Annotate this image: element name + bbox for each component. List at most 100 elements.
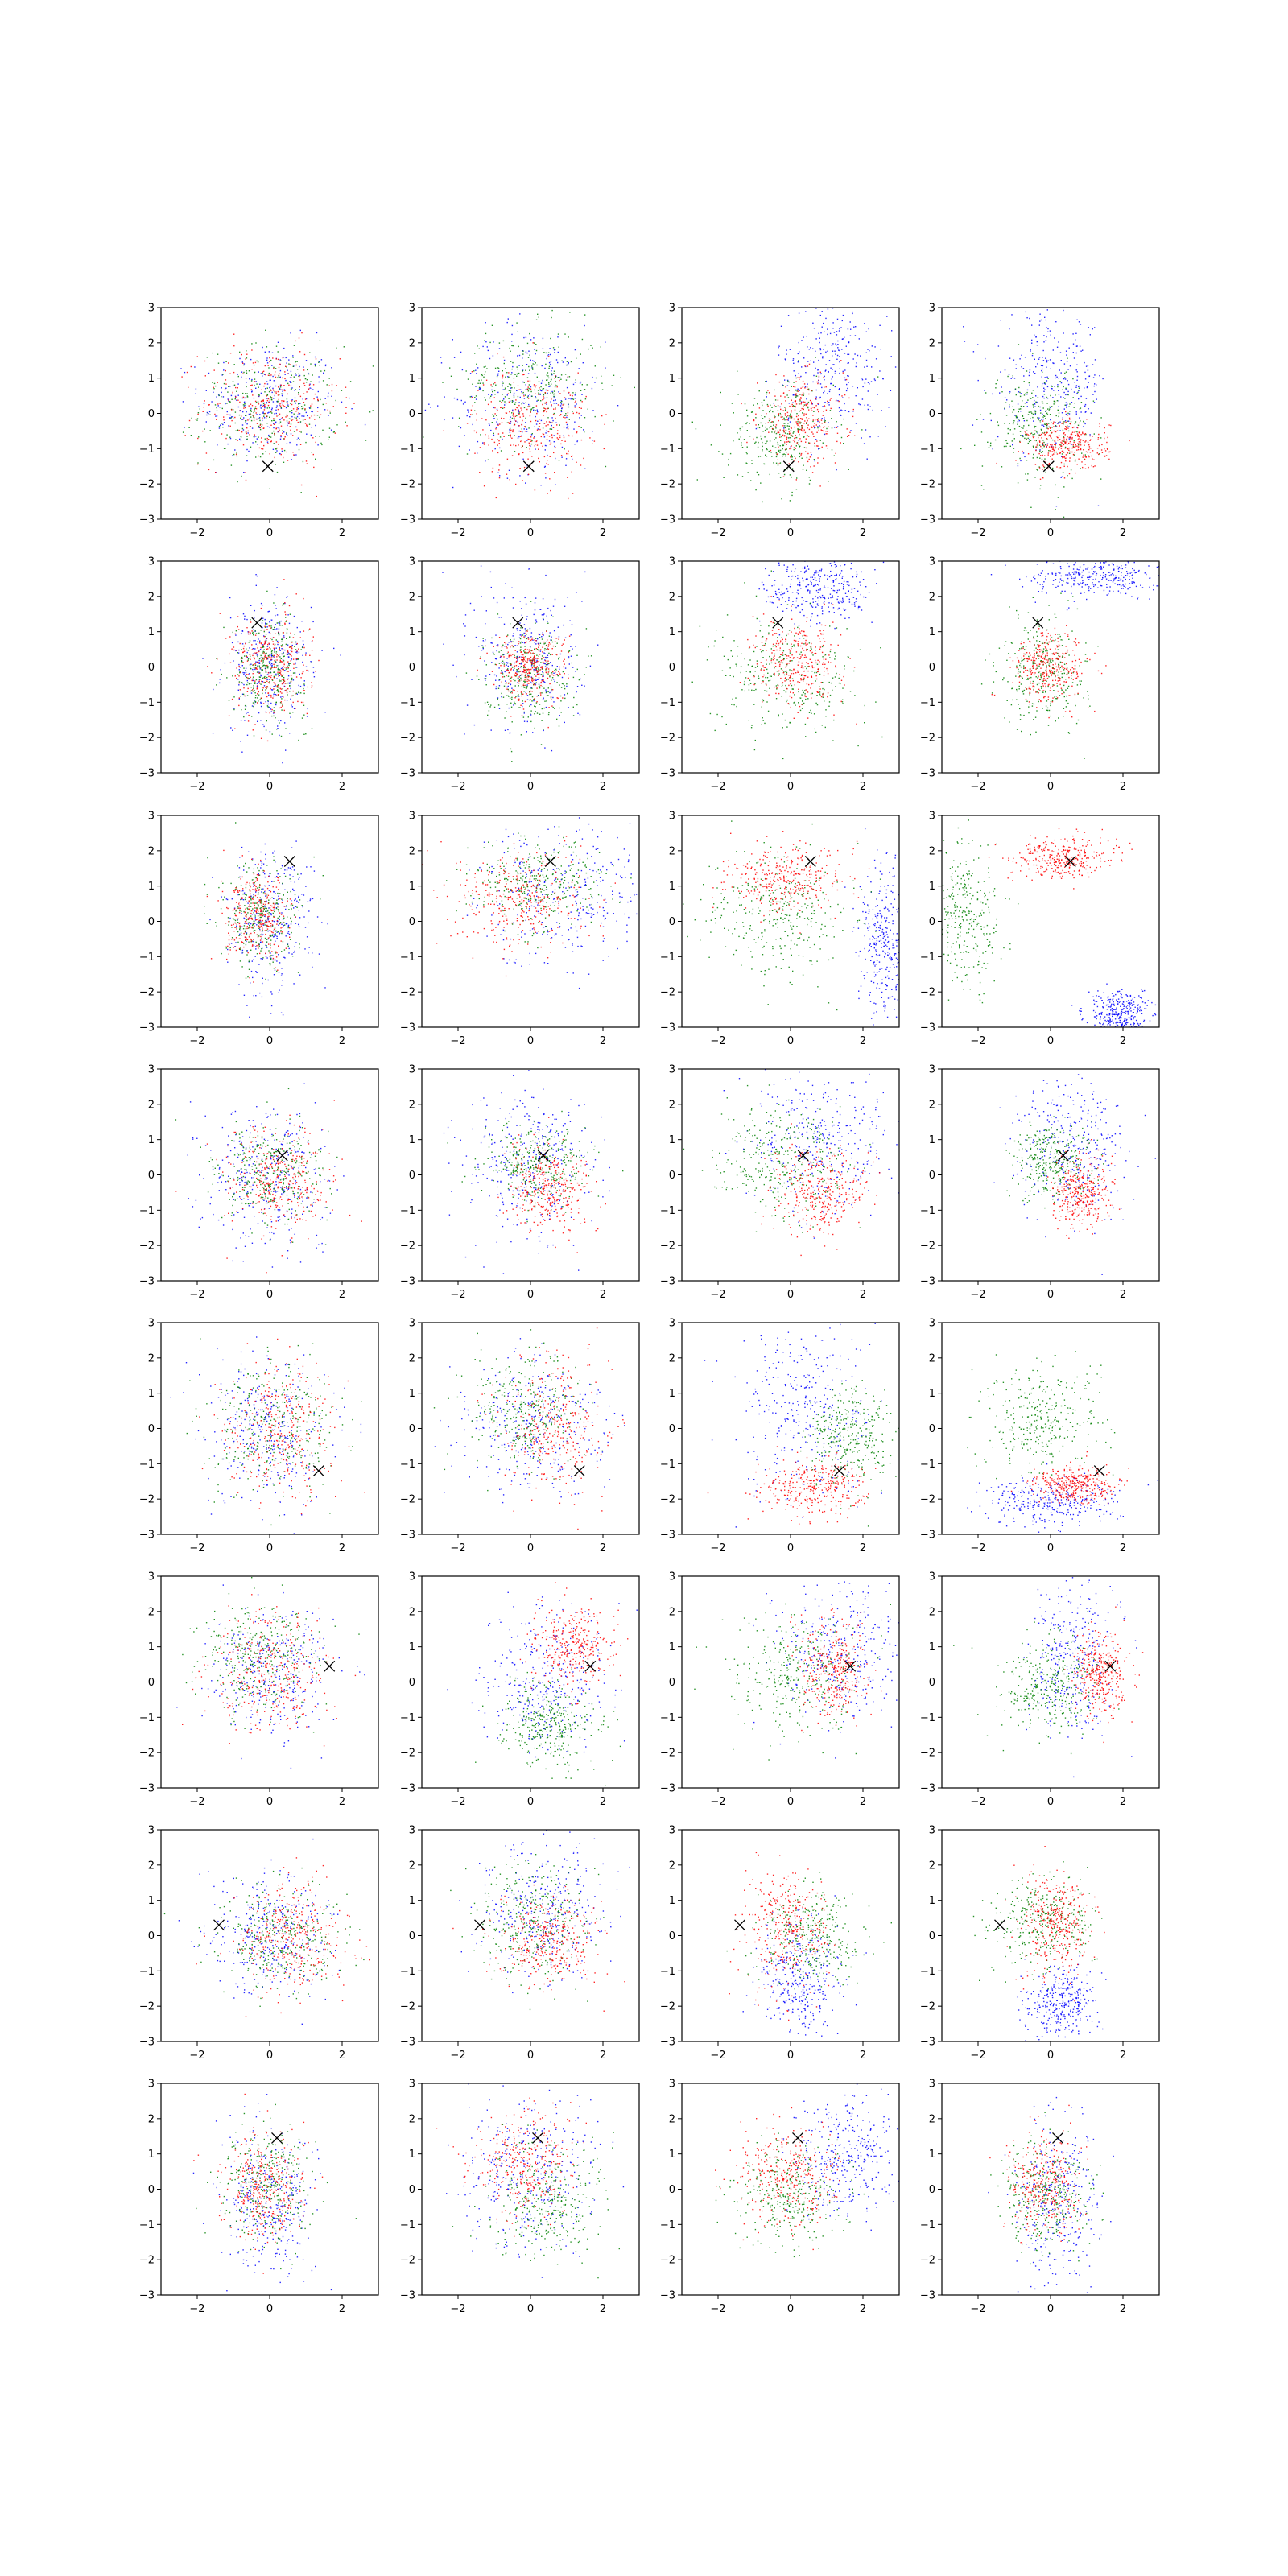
point-red xyxy=(256,408,257,409)
point-red xyxy=(280,661,281,662)
series-green xyxy=(692,357,879,502)
point-green xyxy=(270,625,271,626)
point-red xyxy=(770,450,771,451)
point-red xyxy=(269,625,270,626)
point-red xyxy=(778,463,779,464)
point-red xyxy=(289,421,290,422)
point-green xyxy=(237,674,238,675)
point-red xyxy=(1051,444,1052,445)
point-blue xyxy=(247,735,248,736)
point-red xyxy=(544,408,545,409)
point-green xyxy=(1077,392,1078,393)
point-blue xyxy=(223,396,224,397)
point-blue xyxy=(257,683,258,684)
point-green xyxy=(976,419,977,420)
point-green xyxy=(535,410,536,411)
point-red xyxy=(798,461,799,462)
point-red xyxy=(1066,427,1067,428)
point-blue xyxy=(528,404,529,405)
point-blue xyxy=(1066,407,1067,408)
point-blue xyxy=(856,395,857,396)
point-green xyxy=(249,678,250,679)
point-green xyxy=(580,390,581,391)
point-red xyxy=(1028,434,1029,435)
point-green xyxy=(274,420,275,421)
point-red xyxy=(809,459,810,460)
point-red xyxy=(542,399,543,400)
point-green xyxy=(757,403,758,404)
point-red xyxy=(812,433,813,434)
point-red xyxy=(241,415,242,416)
point-green xyxy=(1013,409,1014,410)
point-green xyxy=(1030,440,1031,441)
point-green xyxy=(1016,415,1017,416)
point-blue xyxy=(1092,364,1093,365)
point-red xyxy=(504,407,505,408)
point-green xyxy=(758,424,759,425)
point-green xyxy=(277,401,278,402)
point-green xyxy=(255,697,256,698)
point-red xyxy=(486,380,487,381)
point-green xyxy=(257,697,258,698)
point-red xyxy=(243,648,244,649)
points-layer xyxy=(423,310,635,499)
point-red xyxy=(1069,460,1070,461)
point-green xyxy=(728,464,729,465)
point-green xyxy=(534,342,535,343)
point-red xyxy=(268,672,269,673)
point-blue xyxy=(579,417,580,418)
point-blue xyxy=(261,675,262,676)
point-red xyxy=(515,399,516,400)
point-blue xyxy=(283,635,284,636)
point-blue xyxy=(1089,434,1090,435)
point-red xyxy=(1082,432,1083,433)
point-blue xyxy=(868,382,869,383)
point-blue xyxy=(259,641,260,642)
point-blue xyxy=(281,402,282,403)
point-blue xyxy=(533,410,534,411)
point-blue xyxy=(311,411,312,412)
point-red xyxy=(482,429,483,430)
point-blue xyxy=(239,669,240,670)
point-green xyxy=(516,322,517,323)
point-blue xyxy=(850,329,851,330)
point-red xyxy=(1044,434,1045,435)
point-red xyxy=(254,663,255,664)
point-red xyxy=(1067,427,1068,428)
point-blue xyxy=(565,398,566,399)
point-red xyxy=(782,425,783,426)
point-green xyxy=(502,383,503,384)
point-green xyxy=(251,420,252,421)
point-blue xyxy=(805,311,806,312)
point-blue xyxy=(268,611,269,612)
point-green xyxy=(780,413,781,414)
point-red xyxy=(291,646,292,647)
point-green xyxy=(293,381,294,382)
point-blue xyxy=(554,446,555,447)
series-blue xyxy=(180,330,365,473)
point-green xyxy=(848,469,849,470)
point-green xyxy=(511,345,512,346)
point-green xyxy=(243,404,244,405)
point-red xyxy=(481,418,482,419)
point-blue xyxy=(1065,394,1066,395)
point-blue xyxy=(856,366,857,367)
point-green xyxy=(565,413,566,414)
point-green xyxy=(324,370,325,371)
point-blue xyxy=(592,410,593,411)
point-blue xyxy=(549,440,550,441)
point-green xyxy=(799,429,800,430)
point-red xyxy=(261,643,262,644)
point-blue xyxy=(243,472,244,473)
point-red xyxy=(231,420,232,421)
point-green xyxy=(270,396,271,397)
point-red xyxy=(252,689,253,690)
point-green xyxy=(528,357,529,358)
point-red xyxy=(528,406,529,407)
point-blue xyxy=(550,364,551,365)
point-red xyxy=(806,422,807,423)
point-blue xyxy=(793,363,794,364)
point-red xyxy=(804,383,805,384)
point-red xyxy=(290,364,291,365)
point-blue xyxy=(519,475,520,476)
